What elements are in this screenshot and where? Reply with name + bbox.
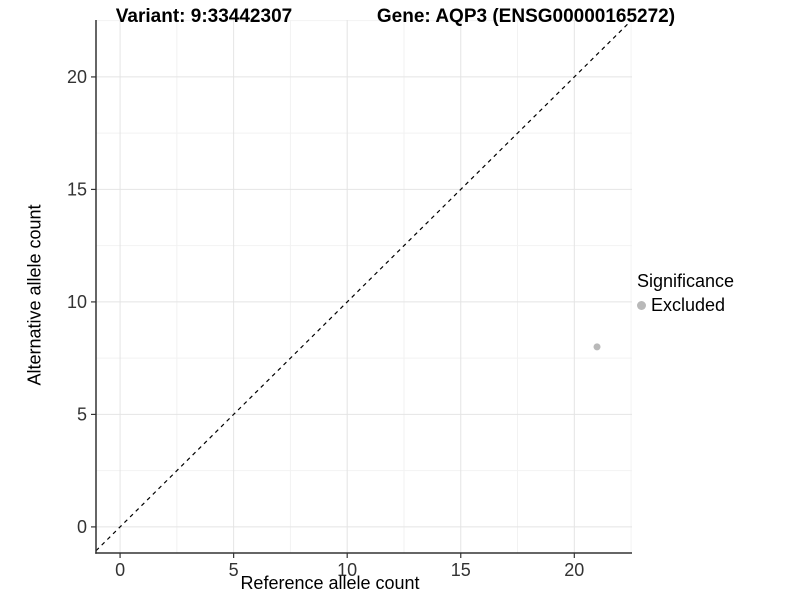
x-axis-title: Reference allele count [240, 573, 420, 593]
y-tick-label: 5 [77, 404, 87, 424]
y-tick-label: 10 [67, 292, 87, 312]
y-tick-label: 20 [67, 67, 87, 87]
x-tick-label: 15 [451, 560, 471, 580]
gene-title: Gene: AQP3 (ENSG00000165272) [376, 6, 676, 27]
y-axis-title: Alternative allele count [24, 204, 45, 386]
legend-entry-excluded: Excluded [637, 295, 734, 316]
data-point [593, 343, 601, 351]
identity-line [95, 19, 633, 552]
legend-entry-label: Excluded [651, 295, 726, 315]
legend: Significance Excluded [637, 271, 734, 316]
y-tick-label: 15 [67, 179, 87, 199]
y-tick-label: 0 [77, 517, 87, 537]
legend-point-icon [637, 301, 646, 310]
x-tick-label: 20 [564, 560, 584, 580]
legend-title: Significance [637, 271, 735, 291]
x-tick-label: 0 [115, 560, 125, 580]
x-tick-label: 5 [229, 560, 239, 580]
variant-title: Variant: 9:33442307 [115, 6, 293, 27]
x-tick-label: 10 [337, 560, 357, 580]
